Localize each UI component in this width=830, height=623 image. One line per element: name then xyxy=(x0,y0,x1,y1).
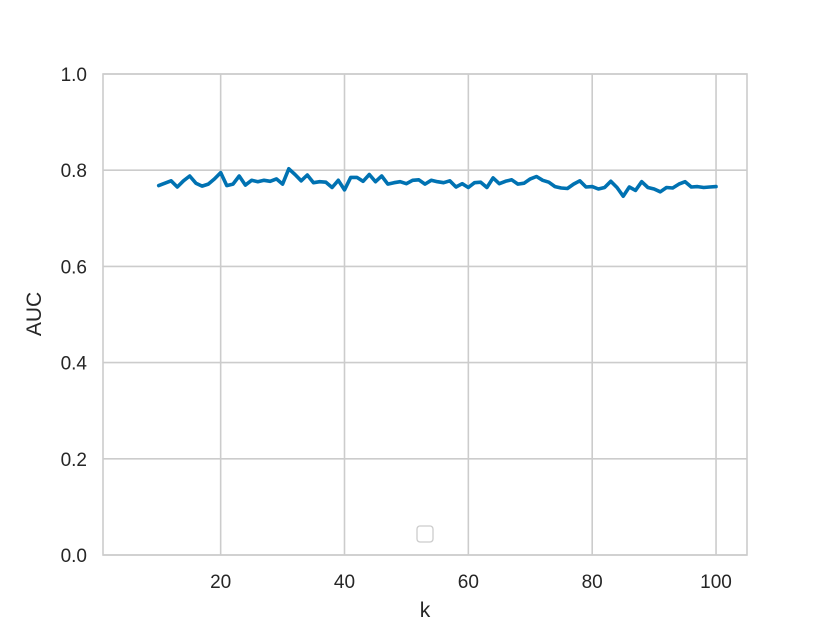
y-tick-label: 0.0 xyxy=(61,546,87,567)
x-tick-label: 20 xyxy=(210,572,231,593)
series-layer xyxy=(156,167,718,198)
y-tick-label: 0.4 xyxy=(61,354,88,375)
x-tick-label: 60 xyxy=(458,572,479,593)
y-axis-label: AUC xyxy=(23,292,46,336)
auc-series-line xyxy=(156,167,718,198)
y-tick-label: 1.0 xyxy=(61,65,87,86)
x-tick-label: 40 xyxy=(334,572,355,593)
y-tick-label: 0.2 xyxy=(61,450,87,471)
y-tick-label: 0.6 xyxy=(61,257,87,278)
plot-background xyxy=(103,74,747,555)
x-axis-label: k xyxy=(420,599,431,622)
x-tick-label: 80 xyxy=(582,572,603,593)
plot-frame xyxy=(102,73,748,556)
y-tick-labels: 0.0 0.2 0.4 0.6 0.8 1.0 xyxy=(61,65,88,567)
y-tick-label: 0.8 xyxy=(61,161,87,182)
empty-legend-box xyxy=(416,525,434,543)
x-tick-labels: 20 40 60 80 100 xyxy=(210,572,732,593)
x-tick-label: 100 xyxy=(700,572,732,593)
